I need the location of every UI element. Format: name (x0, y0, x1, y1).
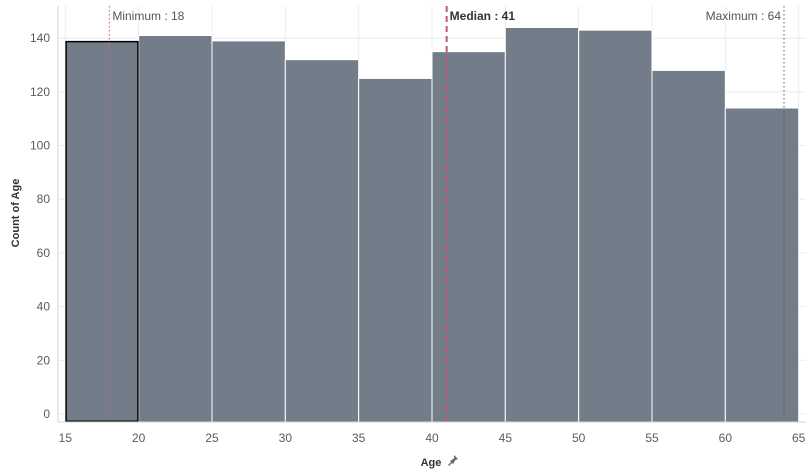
min-reference-label: Minimum : 18 (112, 9, 184, 23)
bars (64, 26, 800, 423)
histogram-bar (138, 35, 213, 423)
x-tick-label: 20 (132, 431, 146, 445)
y-tick-label: 100 (30, 139, 50, 153)
x-tick-label: 25 (205, 431, 219, 445)
x-tick-label: 60 (719, 431, 733, 445)
histogram-bar (724, 107, 800, 423)
median-reference-label: Median : 41 (450, 9, 516, 23)
histogram-bar (211, 40, 286, 423)
histogram-bar (284, 59, 360, 423)
y-tick-label: 0 (43, 407, 50, 421)
y-tick-label: 120 (30, 85, 50, 99)
y-tick-label: 20 (37, 353, 51, 367)
pin-icon[interactable] (448, 455, 458, 466)
histogram-bar (358, 77, 433, 423)
y-axis-title: Count of Age (10, 179, 22, 248)
x-tick-label: 55 (645, 431, 659, 445)
histogram-bar (578, 29, 653, 423)
selected-bar-outline (65, 40, 139, 423)
reference-lines: Minimum : 18 Median : 41 Maximum : 64 (108, 6, 785, 422)
axes (57, 6, 806, 423)
y-tick-labels: 0 20 40 60 80 100 120 140 (30, 31, 50, 421)
y-tick-label: 140 (30, 31, 50, 45)
x-axis-title: Age (421, 457, 442, 469)
x-tick-label: 35 (352, 431, 366, 445)
histogram-bar (651, 69, 726, 423)
y-tick-label: 60 (37, 246, 51, 260)
x-tick-label: 30 (279, 431, 293, 445)
x-tick-labels: 15 20 25 30 35 40 45 50 55 60 65 (59, 431, 806, 445)
x-tick-label: 45 (499, 431, 513, 445)
y-tick-label: 80 (37, 192, 51, 206)
max-reference-label: Maximum : 64 (706, 9, 782, 23)
histogram-bar (504, 26, 580, 423)
histogram-bar (431, 51, 506, 423)
histogram-bar (64, 40, 140, 423)
x-tick-label: 15 (59, 431, 73, 445)
y-tick-label: 40 (37, 300, 51, 314)
x-tick-label: 50 (572, 431, 586, 445)
axis-titles: Age Count of Age (10, 179, 458, 469)
x-tick-label: 40 (425, 431, 439, 445)
x-tick-label: 65 (792, 431, 806, 445)
